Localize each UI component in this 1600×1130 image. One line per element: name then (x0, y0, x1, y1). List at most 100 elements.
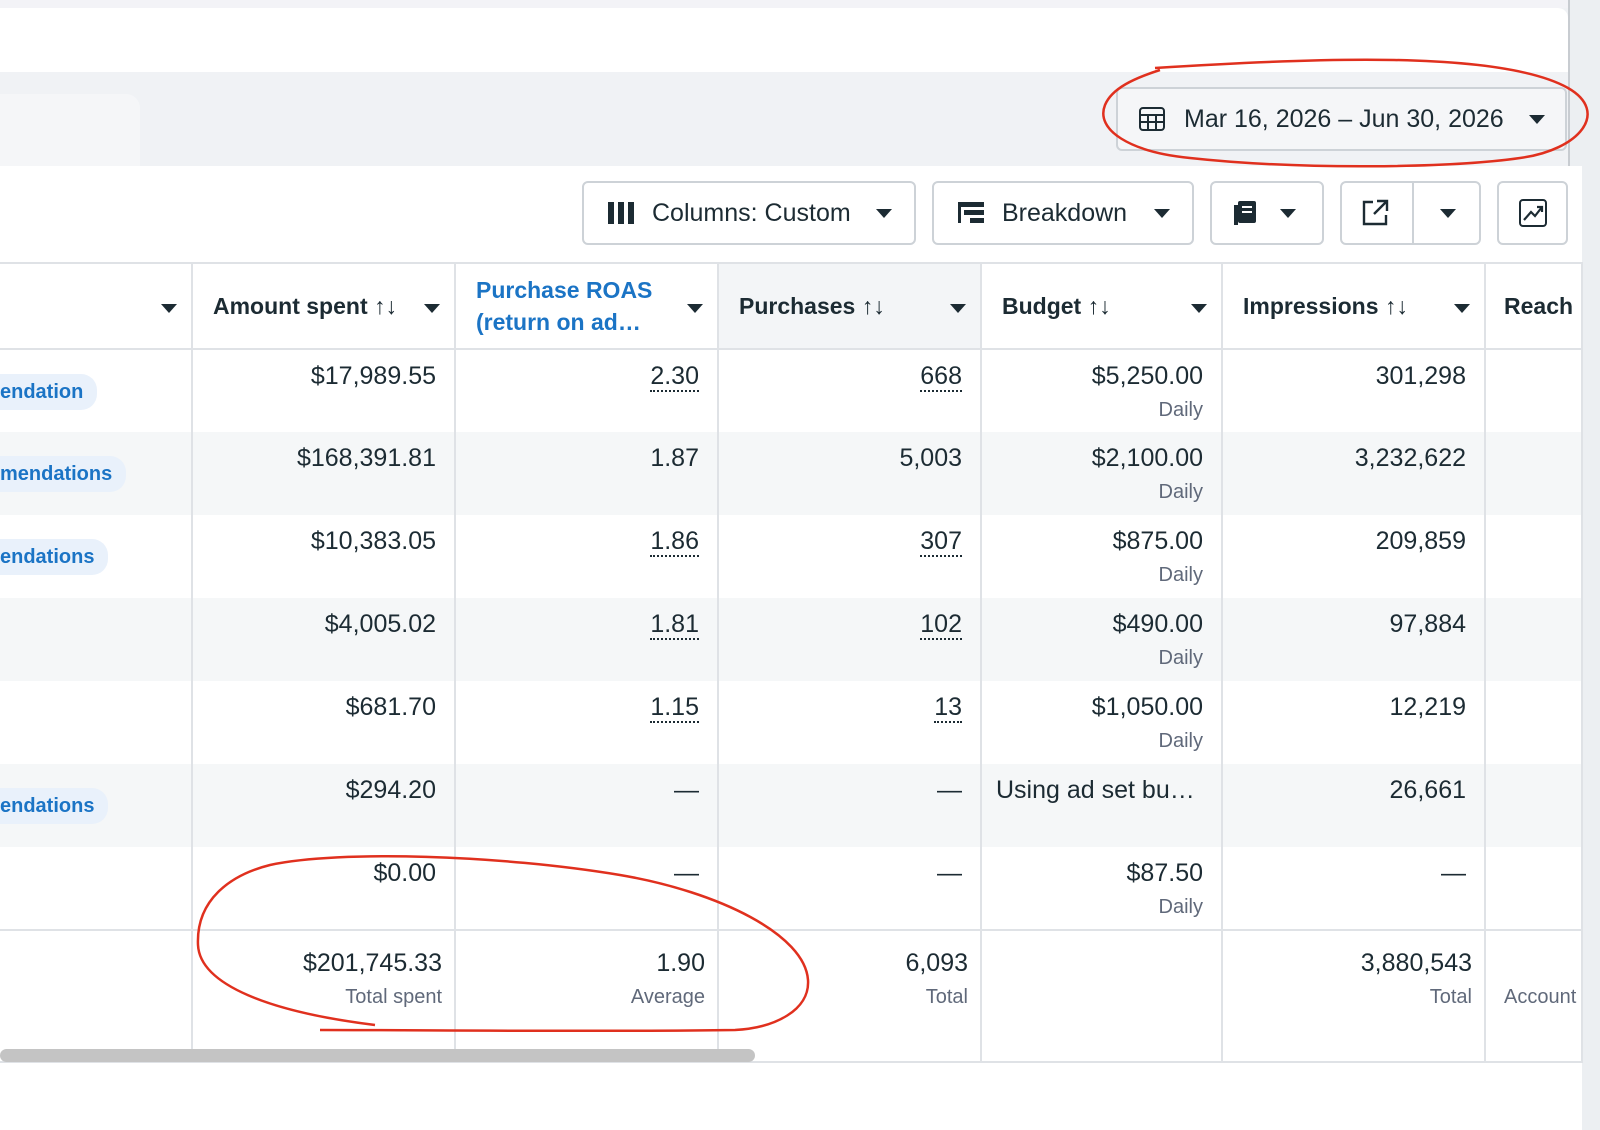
export-button[interactable] (1360, 198, 1390, 235)
purchases-cell[interactable]: 307 (920, 527, 962, 557)
table-header-row: Amount spent ↑↓ Purchase ROAS (return on… (0, 262, 1583, 350)
purchases-cell: — (937, 859, 962, 887)
chevron-down-icon[interactable] (1454, 304, 1470, 313)
reach-cell (1485, 681, 1583, 764)
chevron-down-icon (1154, 208, 1170, 218)
average-roas: 1.90 (656, 949, 705, 977)
impressions-cell: 26,661 (1389, 776, 1466, 804)
column-header-purchase-roas[interactable]: Purchase ROAS (return on ad… (455, 262, 719, 350)
table-row[interactable]: $4,005.02 1.81 102 $490.00 Daily 97,884 (0, 598, 1583, 681)
table-row[interactable]: endations $10,383.05 1.86 307 $875.00 Dai… (0, 515, 1583, 598)
purchases-cell: 5,003 (899, 444, 962, 472)
roas-cell[interactable]: 1.15 (650, 693, 699, 723)
impressions-cell: 301,298 (1375, 362, 1466, 390)
budget-type: Daily (1158, 647, 1203, 669)
budget-type: Daily (1158, 896, 1203, 918)
table-row[interactable]: $0.00 — — $87.50 Daily — (0, 847, 1583, 930)
breakdown-button[interactable]: Breakdown (932, 181, 1194, 245)
chevron-down-icon[interactable] (950, 304, 966, 313)
breakdown-label: Breakdown (1002, 198, 1128, 227)
total-amount-label: Total spent (345, 986, 442, 1008)
table-row[interactable]: mendations $168,391.81 1.87 5,003 $2,100… (0, 432, 1583, 515)
table-row[interactable]: endations $294.20 — — Using ad set bu… 2… (0, 764, 1583, 847)
column-label: Purchases ↑↓ (739, 293, 885, 319)
split-divider (1412, 183, 1414, 243)
column-header-amount-spent[interactable]: Amount spent ↑↓ (192, 262, 456, 350)
tab-stub[interactable] (0, 94, 140, 166)
chevron-down-icon[interactable] (1191, 304, 1207, 313)
recommendation-tag[interactable]: endations (0, 788, 109, 824)
top-panel (0, 8, 1568, 72)
recommendation-tag[interactable]: endations (0, 539, 109, 575)
impressions-cell: 3,232,622 (1354, 444, 1466, 472)
total-amount-spent: $201,745.33 (302, 949, 442, 977)
amount-spent-cell: $4,005.02 (324, 610, 436, 638)
chevron-down-icon[interactable] (161, 304, 177, 313)
column-header-budget[interactable]: Budget ↑↓ (981, 262, 1223, 350)
reach-cell (1485, 432, 1583, 515)
budget-type: Daily (1158, 399, 1203, 421)
column-label: Amount spent ↑↓ (213, 293, 397, 319)
recommendation-tag[interactable]: mendations (0, 456, 127, 492)
breakdown-icon (958, 202, 984, 223)
impressions-cell: 97,884 (1389, 610, 1466, 638)
roas-cell: 1.87 (650, 444, 699, 472)
column-header-purchases[interactable]: Purchases ↑↓ (718, 262, 982, 350)
calendar-icon (1139, 107, 1165, 131)
roas-cell[interactable]: 2.30 (650, 362, 699, 392)
purchases-cell[interactable]: 102 (920, 610, 962, 640)
amount-spent-cell: $294.20 (345, 776, 436, 804)
roas-cell: — (674, 859, 699, 887)
totals-row: $201,745.33 Total spent 1.90 Average 6,093… (0, 929, 1583, 1063)
reach-cell (1485, 764, 1583, 847)
chevron-down-icon (1280, 208, 1296, 218)
total-purchases: 6,093 (905, 949, 968, 977)
chevron-down-icon[interactable] (1440, 209, 1456, 218)
budget-cell: Using ad set bu… (996, 776, 1195, 804)
budget-type: Daily (1158, 481, 1203, 503)
column-header-reach[interactable]: Reach (1485, 262, 1583, 350)
export-split-button (1340, 181, 1481, 245)
roas-cell[interactable]: 1.86 (650, 527, 699, 557)
horizontal-scrollbar[interactable] (0, 1049, 755, 1062)
purchases-cell[interactable]: 13 (934, 693, 962, 723)
chevron-down-icon[interactable] (687, 304, 703, 313)
roas-cell: — (674, 776, 699, 804)
columns-label: Columns: Custom (652, 198, 851, 227)
charts-button[interactable] (1497, 181, 1568, 245)
chevron-down-icon (876, 208, 892, 218)
roas-cell[interactable]: 1.81 (650, 610, 699, 640)
amount-spent-cell: $681.70 (345, 693, 436, 721)
column-header-impressions[interactable]: Impressions ↑↓ (1222, 262, 1486, 350)
column-label: Reach (1504, 293, 1574, 319)
export-icon (1362, 199, 1389, 226)
ads-table-panel: Columns: Custom Breakdown (0, 166, 1583, 1130)
table-toolbar: Columns: Custom Breakdown (0, 181, 1582, 245)
column-label: Purchase ROAS (return on ad… (476, 277, 653, 335)
trend-chart-icon (1518, 199, 1547, 227)
column-label: Budget ↑↓ (1002, 293, 1111, 319)
columns-icon (608, 202, 634, 224)
amount-spent-cell: $17,989.55 (310, 362, 436, 390)
budget-cell: $875.00 (1112, 527, 1203, 555)
reports-button[interactable] (1210, 181, 1324, 245)
table-row[interactable]: endation $17,989.55 2.30 668 $5,250.00 Da… (0, 349, 1583, 432)
impressions-cell: — (1441, 859, 1466, 887)
table-row[interactable]: $681.70 1.15 13 $1,050.00 Daily 12,219 (0, 681, 1583, 764)
impressions-cell: 209,859 (1375, 527, 1466, 555)
column-label: Impressions ↑↓ (1243, 293, 1408, 319)
date-range-label: Mar 16, 2026 – Jun 30, 2026 (1184, 104, 1504, 133)
top-strip (0, 0, 1568, 8)
recommendation-tag[interactable]: endation (0, 374, 98, 410)
amount-spent-cell: $0.00 (373, 859, 436, 887)
impressions-cell: 12,219 (1389, 693, 1466, 721)
column-header-name[interactable] (0, 262, 193, 350)
total-purchases-label: Total (925, 986, 968, 1008)
columns-button[interactable]: Columns: Custom (582, 181, 916, 245)
chevron-down-icon[interactable] (424, 304, 440, 313)
purchases-cell[interactable]: 668 (920, 362, 962, 392)
date-range-picker[interactable]: Mar 16, 2026 – Jun 30, 2026 (1116, 87, 1567, 151)
reach-total-label: Account (1504, 986, 1577, 1008)
total-impressions-label: Total (1429, 986, 1472, 1008)
chevron-down-icon (1529, 114, 1545, 124)
